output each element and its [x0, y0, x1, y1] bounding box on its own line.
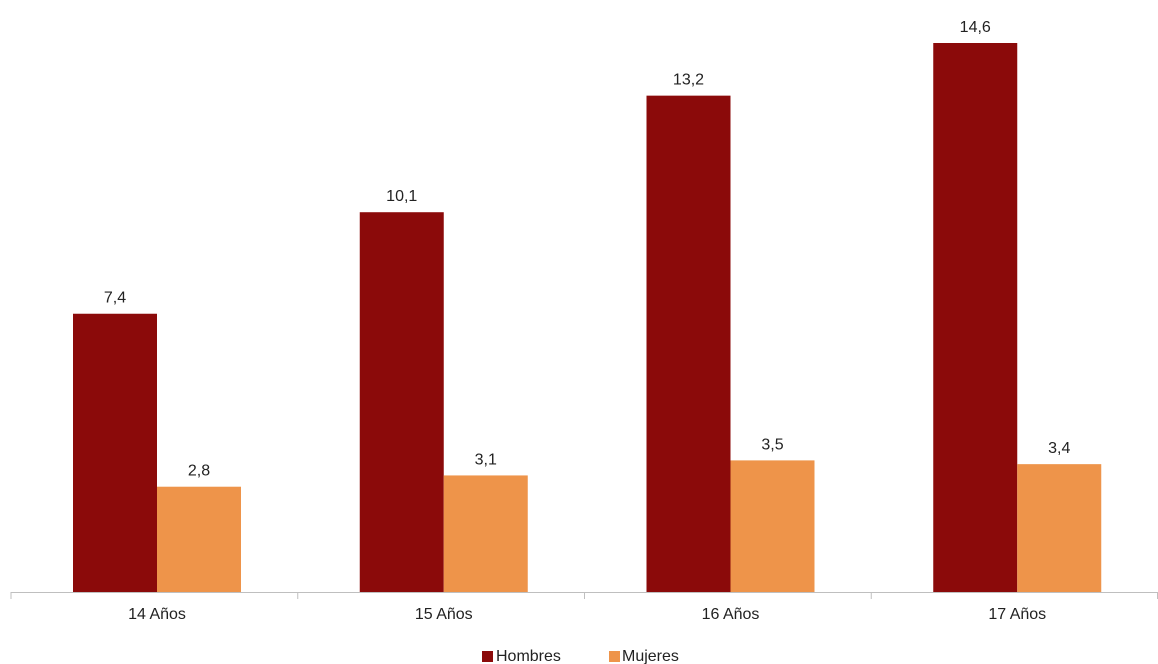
x-tick-label-4: 17 Años	[988, 606, 1046, 623]
data-label-mujeres-1: 2,8	[188, 463, 210, 480]
bar-mujeres-2	[443, 475, 528, 592]
legend-swatch-hombres	[482, 651, 493, 662]
bar-hombres-2	[359, 212, 444, 592]
bar-hombres-1	[73, 313, 157, 592]
data-label-mujeres-4: 3,4	[1048, 440, 1070, 457]
bar-mujeres-4	[1017, 464, 1102, 592]
bar-mujeres-3	[730, 460, 815, 592]
data-labels-layer: 7,4 2,8 10,1 3,1 13,2 3,5 14,6 3,4	[104, 19, 1071, 480]
data-label-hombres-4: 14,6	[960, 19, 991, 36]
x-tick-label-2: 15 Años	[415, 606, 473, 623]
x-tick-label-3: 16 Años	[702, 606, 760, 623]
bar-hombres-4	[933, 43, 1018, 592]
data-label-hombres-2: 10,1	[386, 188, 417, 205]
bar-mujeres-1	[157, 486, 241, 592]
data-label-hombres-3: 13,2	[673, 72, 704, 89]
x-axis: 14 Años 15 Años 16 Años 17 Años	[10, 592, 1158, 623]
bar-hombres-3	[646, 95, 731, 593]
legend: Hombres Mujeres	[482, 648, 679, 664]
bars-layer	[73, 43, 1102, 593]
legend-label-hombres: Hombres	[496, 648, 561, 664]
legend-label-mujeres: Mujeres	[622, 648, 679, 664]
x-tick-label-1: 14 Años	[128, 606, 186, 623]
data-label-hombres-1: 7,4	[104, 290, 126, 307]
data-label-mujeres-2: 3,1	[475, 451, 497, 468]
legend-swatch-mujeres	[609, 651, 620, 662]
data-label-mujeres-3: 3,5	[761, 436, 783, 453]
